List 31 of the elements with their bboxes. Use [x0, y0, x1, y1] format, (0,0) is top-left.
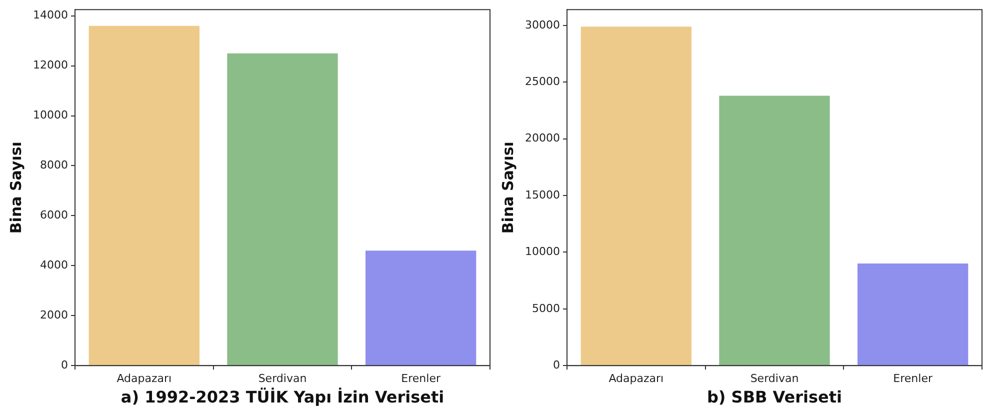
y-tick-label: 10000: [32, 108, 68, 122]
bar: [227, 53, 338, 366]
x-axis-title: b) SBB Veriseti: [706, 388, 842, 407]
bar: [366, 250, 476, 366]
y-tick-label: 8000: [40, 158, 68, 172]
y-axis-title: Bina Sayısı: [498, 142, 517, 234]
y-tick-label: 10000: [524, 245, 560, 258]
y-tick-label: 30000: [524, 18, 560, 32]
y-tick-label: 0: [60, 358, 68, 372]
x-tick-label: Erenler: [401, 372, 441, 386]
x-axis-title: a) 1992-2023 TÜİK Yapı İzin Veriseti: [120, 388, 444, 407]
bar: [88, 26, 200, 366]
x-tick-label: Erenler: [893, 372, 933, 386]
bar: [580, 26, 692, 366]
y-tick-label: 2000: [40, 308, 68, 322]
y-tick-label: 20000: [524, 132, 560, 145]
x-tick-label: Adapazarı: [608, 372, 664, 386]
y-tick-label: 25000: [524, 75, 560, 88]
y-tick-label: 12000: [32, 58, 68, 72]
x-tick-label: Adapazarı: [116, 372, 172, 386]
bar: [719, 96, 830, 366]
bar: [858, 264, 968, 366]
y-tick-label: 4000: [40, 258, 68, 272]
y-tick-label: 15000: [524, 188, 560, 202]
x-tick-label: Serdivan: [750, 372, 799, 386]
y-tick-label: 6000: [40, 208, 68, 222]
y-tick-label: 0: [552, 358, 560, 372]
y-axis-title: Bina Sayısı: [6, 142, 25, 234]
x-tick-label: Serdivan: [258, 372, 307, 386]
y-tick-label: 5000: [532, 302, 560, 315]
y-tick-label: 14000: [32, 8, 68, 22]
